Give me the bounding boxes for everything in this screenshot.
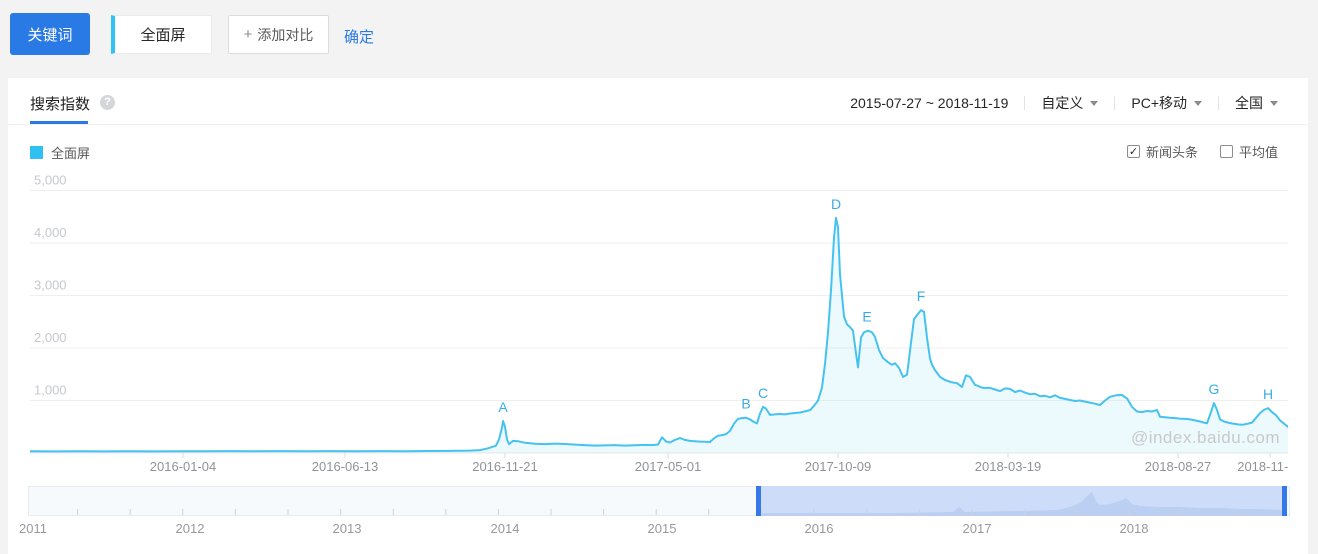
keyword-button[interactable]: 关键词 <box>10 13 90 55</box>
checkbox-icon <box>1219 145 1233 158</box>
checkbox-average-label: 平均值 <box>1238 145 1278 160</box>
y-tick-label: 1,000 <box>34 383 67 398</box>
timeline-year-2016: 2016 <box>804 521 834 536</box>
header-divider <box>8 124 1308 125</box>
chevron-down-icon <box>1270 100 1278 106</box>
confirm-link[interactable]: 确定 <box>344 29 375 46</box>
news-marker-A[interactable]: A <box>498 399 508 415</box>
keyword-tab-quanmianping[interactable]: 全面屏 <box>111 15 212 54</box>
checkbox-icon: ✓ <box>1126 145 1140 158</box>
timeline-left-handle[interactable] <box>756 486 761 516</box>
y-tick-label: 5,000 <box>34 175 67 188</box>
chevron-down-icon <box>1194 100 1202 106</box>
plus-icon: + <box>243 26 253 43</box>
timeline-year-2014: 2014 <box>490 521 520 536</box>
divider <box>1024 96 1026 110</box>
dropdown-platform[interactable]: PC+移动 <box>1131 93 1202 113</box>
timeline-year-2011: 2011 <box>19 521 47 536</box>
dropdown-region-label: 全国 <box>1235 95 1263 111</box>
timeline-year-2013: 2013 <box>332 521 362 536</box>
timeline-year-2015: 2015 <box>647 521 677 536</box>
watermark: @index.baidu.com <box>1130 428 1280 447</box>
legend-item-quanmianping[interactable]: 全面屏 <box>30 143 90 162</box>
x-tick-label: 2016-01-04 <box>150 459 217 474</box>
checkbox-news-headlines[interactable]: ✓ 新闻头条 <box>1126 142 1198 161</box>
timeline-slider[interactable] <box>28 486 1290 516</box>
news-marker-E[interactable]: E <box>862 309 871 325</box>
timeline-right-handle[interactable] <box>1282 486 1287 516</box>
x-tick-label: 2016-06-13 <box>312 459 379 474</box>
dropdown-custom-range[interactable]: 自定义 <box>1041 93 1099 113</box>
checkbox-average[interactable]: 平均值 <box>1219 142 1278 161</box>
chevron-down-icon <box>1090 100 1099 106</box>
active-tab-underline <box>30 121 88 124</box>
y-tick-label: 3,000 <box>34 278 67 293</box>
timeline-year-2018: 2018 <box>1119 521 1149 536</box>
y-tick-label: 2,000 <box>34 330 67 345</box>
add-compare-label: 添加对比 <box>257 26 314 43</box>
panel-tab-search-index[interactable]: 搜索指数 <box>30 96 91 113</box>
x-tick-label: 2016-11-21 <box>472 459 538 474</box>
news-marker-C[interactable]: C <box>758 385 768 401</box>
timeline-minimap <box>77 492 1286 516</box>
date-range-picker[interactable]: 2015-07-27 ~ 2018-11-19 <box>850 95 1009 111</box>
news-marker-F[interactable]: F <box>917 288 926 304</box>
x-tick-label: 2017-05-01 <box>635 459 702 474</box>
legend-swatch <box>30 146 43 159</box>
search-index-chart[interactable]: 5,000 4,000 3,000 2,000 1,000 2016-01-04 2016-… <box>29 173 1303 475</box>
help-icon[interactable]: ? <box>100 95 115 110</box>
dropdown-platform-label: PC+移动 <box>1131 95 1187 111</box>
add-compare-button[interactable]: + 添加对比 <box>228 15 329 54</box>
dropdown-custom-range-label: 自定义 <box>1041 95 1084 111</box>
series-line <box>29 216 1289 453</box>
y-tick-label: 4,000 <box>34 225 67 240</box>
dropdown-region[interactable]: 全国 <box>1235 93 1278 113</box>
x-tick-label: 2017-10-09 <box>805 459 872 474</box>
divider <box>1218 96 1219 110</box>
timeline-year-2017: 2017 <box>962 521 992 536</box>
x-tick-label: 2018-03-19 <box>975 459 1042 474</box>
minimap-silhouette <box>757 492 1286 516</box>
timeline-year-2012: 2012 <box>175 521 205 536</box>
news-marker-B[interactable]: B <box>741 396 750 412</box>
legend-label: 全面屏 <box>51 146 91 161</box>
divider <box>1114 96 1116 110</box>
search-index-panel: 搜索指数 ? 2015-07-27 ~ 2018-11-19 自定义 PC+移动… <box>8 78 1308 554</box>
checkbox-news-headlines-label: 新闻头条 <box>1145 145 1198 160</box>
news-marker-G[interactable]: G <box>1209 381 1220 397</box>
x-tick-label: 2018-11-19 <box>1237 459 1288 474</box>
x-tick-label: 2018-08-27 <box>1145 459 1212 474</box>
timeline-year-axis: 2011 2012 2013 2014 2015 2016 2017 2018 <box>19 521 1290 539</box>
series-area <box>30 217 1288 453</box>
news-marker-D[interactable]: D <box>831 196 841 212</box>
news-marker-H[interactable]: H <box>1263 386 1273 402</box>
